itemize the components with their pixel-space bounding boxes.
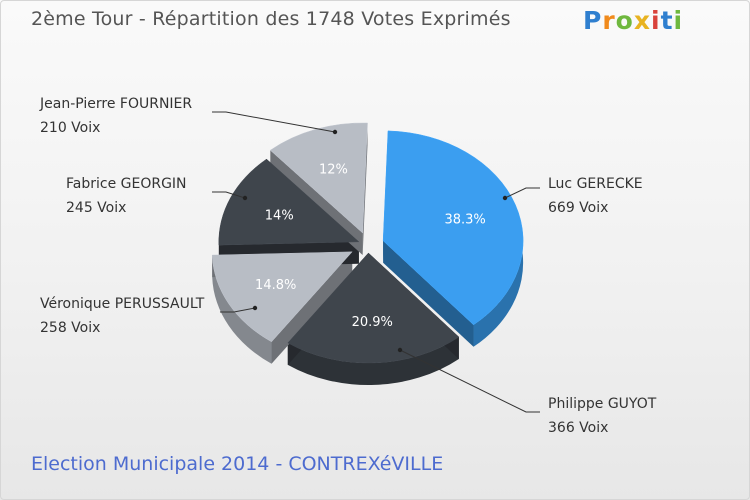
chart-title: 2ème Tour - Répartition des 1748 Votes E…: [31, 8, 511, 30]
slice-percent-label: 14%: [265, 209, 294, 224]
logo-letter: o: [615, 6, 634, 35]
logo-letter: i: [651, 6, 661, 35]
candidate-name-label: Luc GERECKE: [548, 176, 643, 192]
leader-dot: [502, 195, 508, 201]
leader-line: [212, 111, 336, 133]
slice-percent-label: 12%: [319, 163, 348, 178]
candidate-name-label: Philippe GUYOT: [548, 396, 657, 412]
pie-slice-side: [473, 231, 524, 347]
pie-tops: [211, 122, 524, 364]
logo-letter: r: [602, 6, 616, 35]
logo-letter: t: [660, 6, 674, 35]
pie-slice-side: [287, 336, 459, 385]
candidate-name-label: Fabrice GEORGIN: [66, 176, 187, 192]
leader-dot: [397, 347, 403, 353]
candidate-votes-label: 669 Voix: [548, 200, 608, 216]
leader-dot: [332, 129, 338, 135]
pie-slice[interactable]: [269, 122, 368, 234]
pie-slice-wall: [271, 251, 353, 364]
slice-percent-label: 38.3%: [444, 212, 485, 227]
pie-slice[interactable]: [382, 130, 524, 326]
leader-dot: [252, 305, 258, 311]
leader-dot: [242, 195, 248, 201]
proxiti-logo[interactable]: Proxiti: [583, 6, 683, 35]
logo-letter: x: [633, 6, 651, 35]
election-footer: Election Municipale 2014 - CONTREXéVILLE: [31, 453, 444, 475]
slice-percent-label: 14.8%: [255, 278, 296, 293]
candidate-votes-label: 210 Voix: [40, 120, 100, 136]
pie-slice[interactable]: [218, 158, 360, 246]
candidate-name-label: Véronique PERUSSAULT: [40, 296, 205, 312]
logo-letter: i: [673, 6, 684, 35]
slice-percent-label: 20.9%: [352, 315, 393, 330]
candidate-votes-label: 258 Voix: [40, 320, 100, 336]
logo-letter: P: [583, 6, 603, 35]
leader-line: [212, 191, 246, 199]
pie-slice-wall: [383, 240, 474, 347]
candidate-name-label: Jean-Pierre FOURNIER: [39, 96, 192, 112]
leader-line: [220, 307, 256, 313]
candidate-votes-label: 366 Voix: [548, 420, 608, 436]
pie-slice-side: [212, 255, 272, 364]
candidate-votes-label: 245 Voix: [66, 200, 126, 216]
pie-slice[interactable]: [211, 251, 353, 343]
leader-line: [504, 187, 540, 199]
pie-slice[interactable]: [287, 252, 460, 364]
leader-line: [399, 349, 540, 413]
